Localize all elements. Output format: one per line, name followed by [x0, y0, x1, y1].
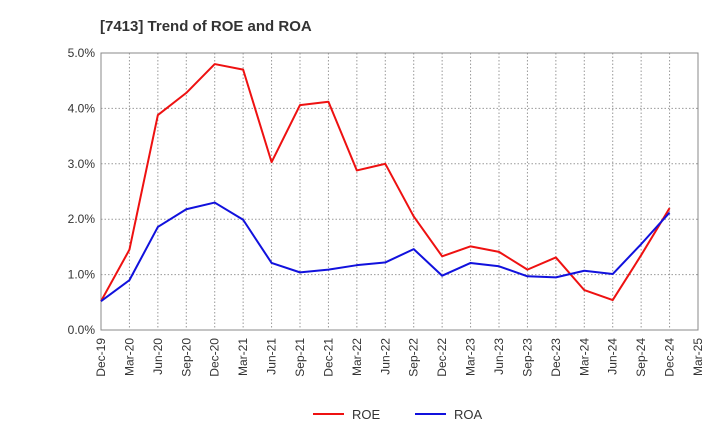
x-tick-label: Sep-22 [407, 338, 421, 377]
y-tick-label: 2.0% [68, 212, 96, 226]
x-tick-label: Jun-24 [606, 338, 620, 375]
x-tick-label: Mar-23 [464, 338, 478, 376]
x-tick-label: Sep-23 [520, 338, 534, 377]
legend-label-roa: ROA [454, 407, 483, 422]
y-tick-label: 0.0% [68, 323, 96, 337]
plot-frame [100, 52, 699, 331]
x-tick-label: Mar-22 [350, 338, 364, 376]
x-tick-label: Jun-20 [151, 338, 165, 375]
x-tick-label: Sep-20 [179, 338, 193, 377]
x-axis: Dec-19 Mar-20 Jun-20 Sep-20 Dec-20 Mar-21 Jun-… [94, 338, 705, 377]
x-tick-label: Sep-21 [293, 338, 307, 377]
x-tick-label: Mar-20 [122, 338, 136, 376]
y-tick-label: 1.0% [68, 268, 96, 282]
series-layer [100, 63, 671, 302]
y-tick-label: 5.0% [68, 46, 96, 60]
legend-label-roe: ROE [352, 407, 381, 422]
x-tick-label: Dec-23 [549, 338, 563, 377]
x-tick-label: Dec-24 [663, 338, 677, 377]
legend: ROE ROA [313, 407, 483, 422]
x-tick-label: Mar-24 [577, 338, 591, 376]
grid [100, 52, 699, 331]
x-tick-label: Mar-25 [691, 338, 705, 376]
x-tick-label: Jun-21 [265, 338, 279, 375]
y-tick-label: 4.0% [68, 101, 96, 115]
x-tick-label: Dec-22 [435, 338, 449, 377]
chart-title: [7413] Trend of ROE and ROA [100, 18, 312, 35]
x-tick-label: Jun-23 [492, 338, 506, 375]
x-tick-label: Dec-20 [208, 338, 222, 377]
x-tick-label: Sep-24 [634, 338, 648, 377]
y-tick-label: 3.0% [68, 157, 96, 171]
x-tick-label: Jun-22 [378, 338, 392, 375]
x-tick-label: Dec-21 [321, 338, 335, 377]
series-line-roa [100, 201, 671, 302]
series-line-roe [100, 63, 671, 302]
x-tick-label: Mar-21 [236, 338, 250, 376]
y-axis: 0.0% 1.0% 2.0% 3.0% 4.0% 5.0% [68, 46, 96, 337]
x-tick-label: Dec-19 [94, 338, 108, 377]
